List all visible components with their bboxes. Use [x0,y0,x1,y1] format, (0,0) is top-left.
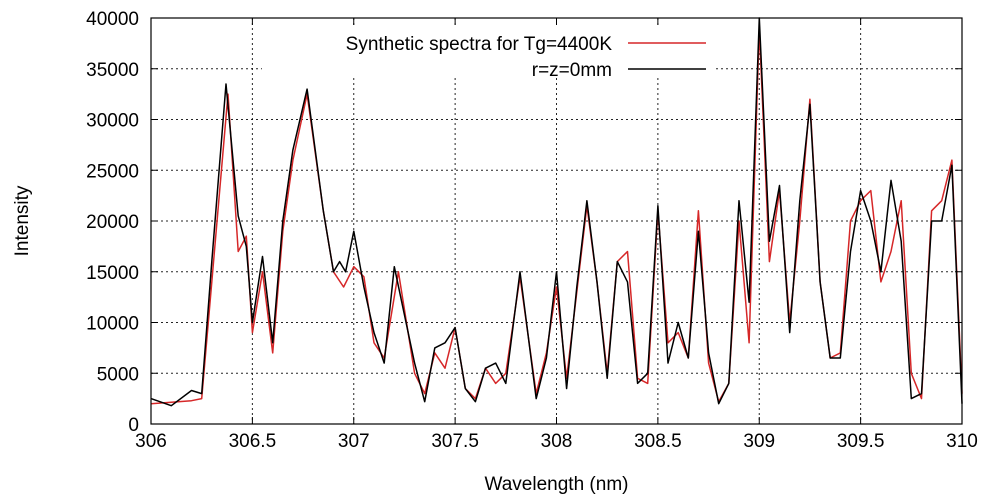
y-tick-label: 10000 [86,314,139,335]
x-tick-label: 306.5 [229,431,277,452]
x-tick-label: 307 [338,431,370,452]
x-tick-label: 310 [946,431,978,452]
y-tick-label: 20000 [86,212,139,233]
y-tick-label: 5000 [97,364,139,385]
y-tick-label: 15000 [86,263,139,284]
legend-entry-label: r=z=0mm [532,60,612,81]
y-tick-label: 0 [128,415,139,436]
x-tick-label: 309 [743,431,775,452]
y-tick-label: 40000 [86,9,139,30]
y-tick-label: 25000 [86,161,139,182]
series-group [150,17,963,407]
y-tick-label: 35000 [86,60,139,81]
legend-entry-label: Synthetic spectra for Tg=4400K [346,34,613,55]
x-tick-label: 308 [541,431,573,452]
series-line-2 [150,17,963,407]
legend: Synthetic spectra for Tg=4400K r=z=0mm [262,26,716,81]
x-tick-label: 306 [135,431,167,452]
y-axis-label: Intensity [12,185,33,256]
x-axis-label: Wavelength (nm) [485,474,629,495]
x-tick-label: 307.5 [431,431,479,452]
x-axis: 306 306.5 307 307.5 308 308.5 309 309.5 310 [135,18,978,452]
y-tick-label: 30000 [86,111,139,132]
x-tick-label: 308.5 [634,431,682,452]
x-tick-label: 309.5 [837,431,885,452]
y-axis: 0 5000 10000 15000 20000 25000 30000 35000 40000 [86,9,962,436]
